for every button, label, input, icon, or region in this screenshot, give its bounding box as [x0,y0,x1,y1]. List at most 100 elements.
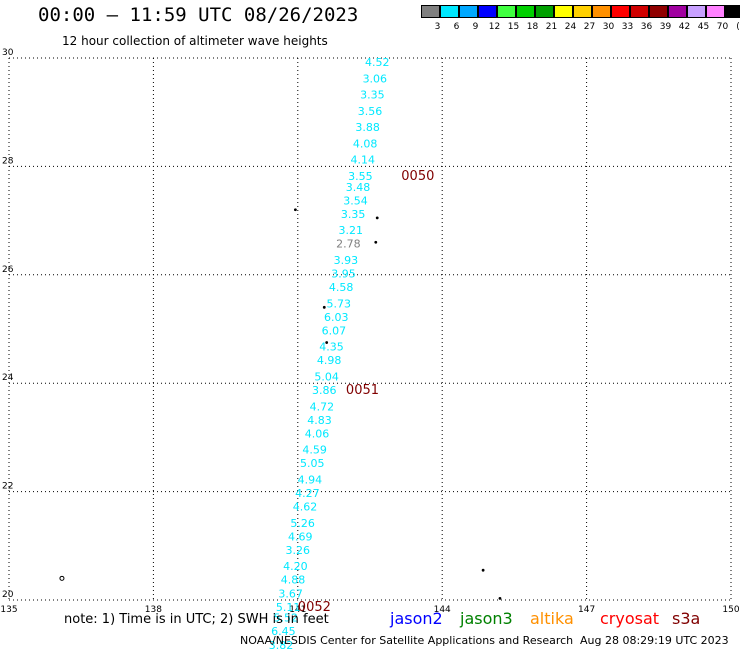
scale-swatch [668,5,687,18]
scale-label: 6 [453,22,460,32]
scale-label: 33 [621,22,634,32]
satellite-legend-item: s3a [672,609,701,628]
wave-height-label: 5.11 [276,601,301,614]
observation-dot [325,341,329,344]
time-label: 0051 [346,383,379,398]
y-tick-label: 28 [2,156,14,166]
wave-height-label: 4.72 [310,400,335,413]
satellite-legend-item: cryosat [600,609,660,628]
scale-label: 15 [507,22,520,32]
observation-dot [498,596,502,600]
scale-label: 3 [434,22,441,32]
scale-label: 30 [602,22,615,32]
x-tick-label: 147 [578,605,595,615]
scale-swatch [459,5,478,18]
wave-height-label: 3.55 [348,170,373,183]
scale-swatch [516,5,535,18]
wave-height-label: 3.35 [360,89,385,102]
wave-height-label: 4.14 [351,154,376,167]
wave-height-label: 6.07 [322,324,347,337]
wave-height-label: 4.88 [281,574,306,587]
scale-swatch [573,5,592,18]
wave-height-label: 4.94 [298,473,323,486]
wave-height-label: 3.67 [278,587,303,600]
satellite-legend-item: altika [530,609,574,628]
scale-label: 18 [526,22,539,32]
wave-height-label: 3.21 [338,224,363,237]
chart-subtitle: 12 hour collection of altimeter wave hei… [62,34,328,48]
wave-height-label: 3.82 [269,639,294,650]
x-tick-label: 135 [0,605,17,615]
wave-height-label: 4.35 [319,341,344,354]
wave-height-label: 4.06 [305,427,330,440]
wave-height-label: 3.93 [334,254,359,267]
footer-note: note: 1) Time is in UTC; 2) SWH is in fe… [64,612,329,627]
x-tick-label: 150 [722,605,739,615]
observation-dot [374,240,378,244]
scale-swatch [497,5,516,18]
wave-height-label: 4.98 [317,354,342,367]
wave-height-label: 4.08 [353,137,378,150]
scale-label: 70 [716,22,729,32]
y-tick-label: 26 [2,265,14,275]
scale-label: 12 [488,22,501,32]
scale-unit: (ft) [736,22,740,32]
chart-title: 00:00 — 11:59 UTC 08/26/2023 [38,4,359,26]
scale-swatch [725,5,740,18]
x-tick-label: 144 [434,605,451,615]
scale-label: 42 [678,22,691,32]
wave-height-label: 3.95 [331,268,356,281]
x-tick-label: 141 [289,605,306,615]
wave-height-label: 3.48 [346,181,371,194]
satellite-legend-item: jason3 [460,609,513,628]
scale-swatch [611,5,630,18]
y-tick-label: 24 [2,373,14,383]
wave-height-label: 4.83 [307,414,332,427]
y-tick-label: 30 [2,48,14,58]
scale-swatch [554,5,573,18]
wave-height-label: 5.73 [326,297,351,310]
scale-swatch [630,5,649,18]
scale-swatch [592,5,611,18]
observation-ring [59,575,65,581]
y-tick-label: 22 [2,482,13,492]
scale-label: 45 [697,22,710,32]
wave-height-label: 5.26 [290,517,315,530]
footer-credit: NOAA/NESDIS Center for Satellite Applica… [240,634,574,647]
scale-swatch [478,5,497,18]
time-label: 0050 [401,169,434,184]
observation-dot [322,305,326,309]
wave-height-label: 3.88 [355,121,380,134]
satellite-legend-item: jason2 [390,609,443,628]
scale-swatch [421,5,440,18]
x-tick-label: 138 [145,605,162,615]
wave-height-label: 6.03 [324,311,349,324]
observation-dot [481,568,485,572]
wave-height-label: 4.62 [293,501,318,514]
scale-label: 21 [545,22,558,32]
wave-height-label: 3.35 [341,208,366,221]
time-label: 0052 [298,600,331,615]
scale-swatch [649,5,668,18]
wave-height-label: 4.20 [283,560,308,573]
scale-swatch [440,5,459,18]
scale-swatch [706,5,725,18]
scale-swatch [687,5,706,18]
wave-height-label: 4.58 [329,281,354,294]
wave-height-label: 3.06 [363,72,388,85]
wave-height-label: 4.59 [302,444,327,457]
wave-height-label: 4.52 [365,56,390,69]
footer-timestamp: Aug 28 08:29:19 UTC 2023 [580,634,729,647]
wave-height-label: 5.52 [274,612,299,625]
scale-swatch [535,5,554,18]
y-tick-label: 20 [2,590,14,600]
wave-height-label: 3.86 [312,384,337,397]
wave-height-label: 4.27 [295,487,320,500]
wave-height-label: 3.56 [358,105,383,118]
wave-height-label: 3.26 [286,544,311,557]
observation-dot [375,216,379,220]
observation-dot [293,208,297,212]
scale-label: 39 [659,22,672,32]
scale-label: 36 [640,22,653,32]
